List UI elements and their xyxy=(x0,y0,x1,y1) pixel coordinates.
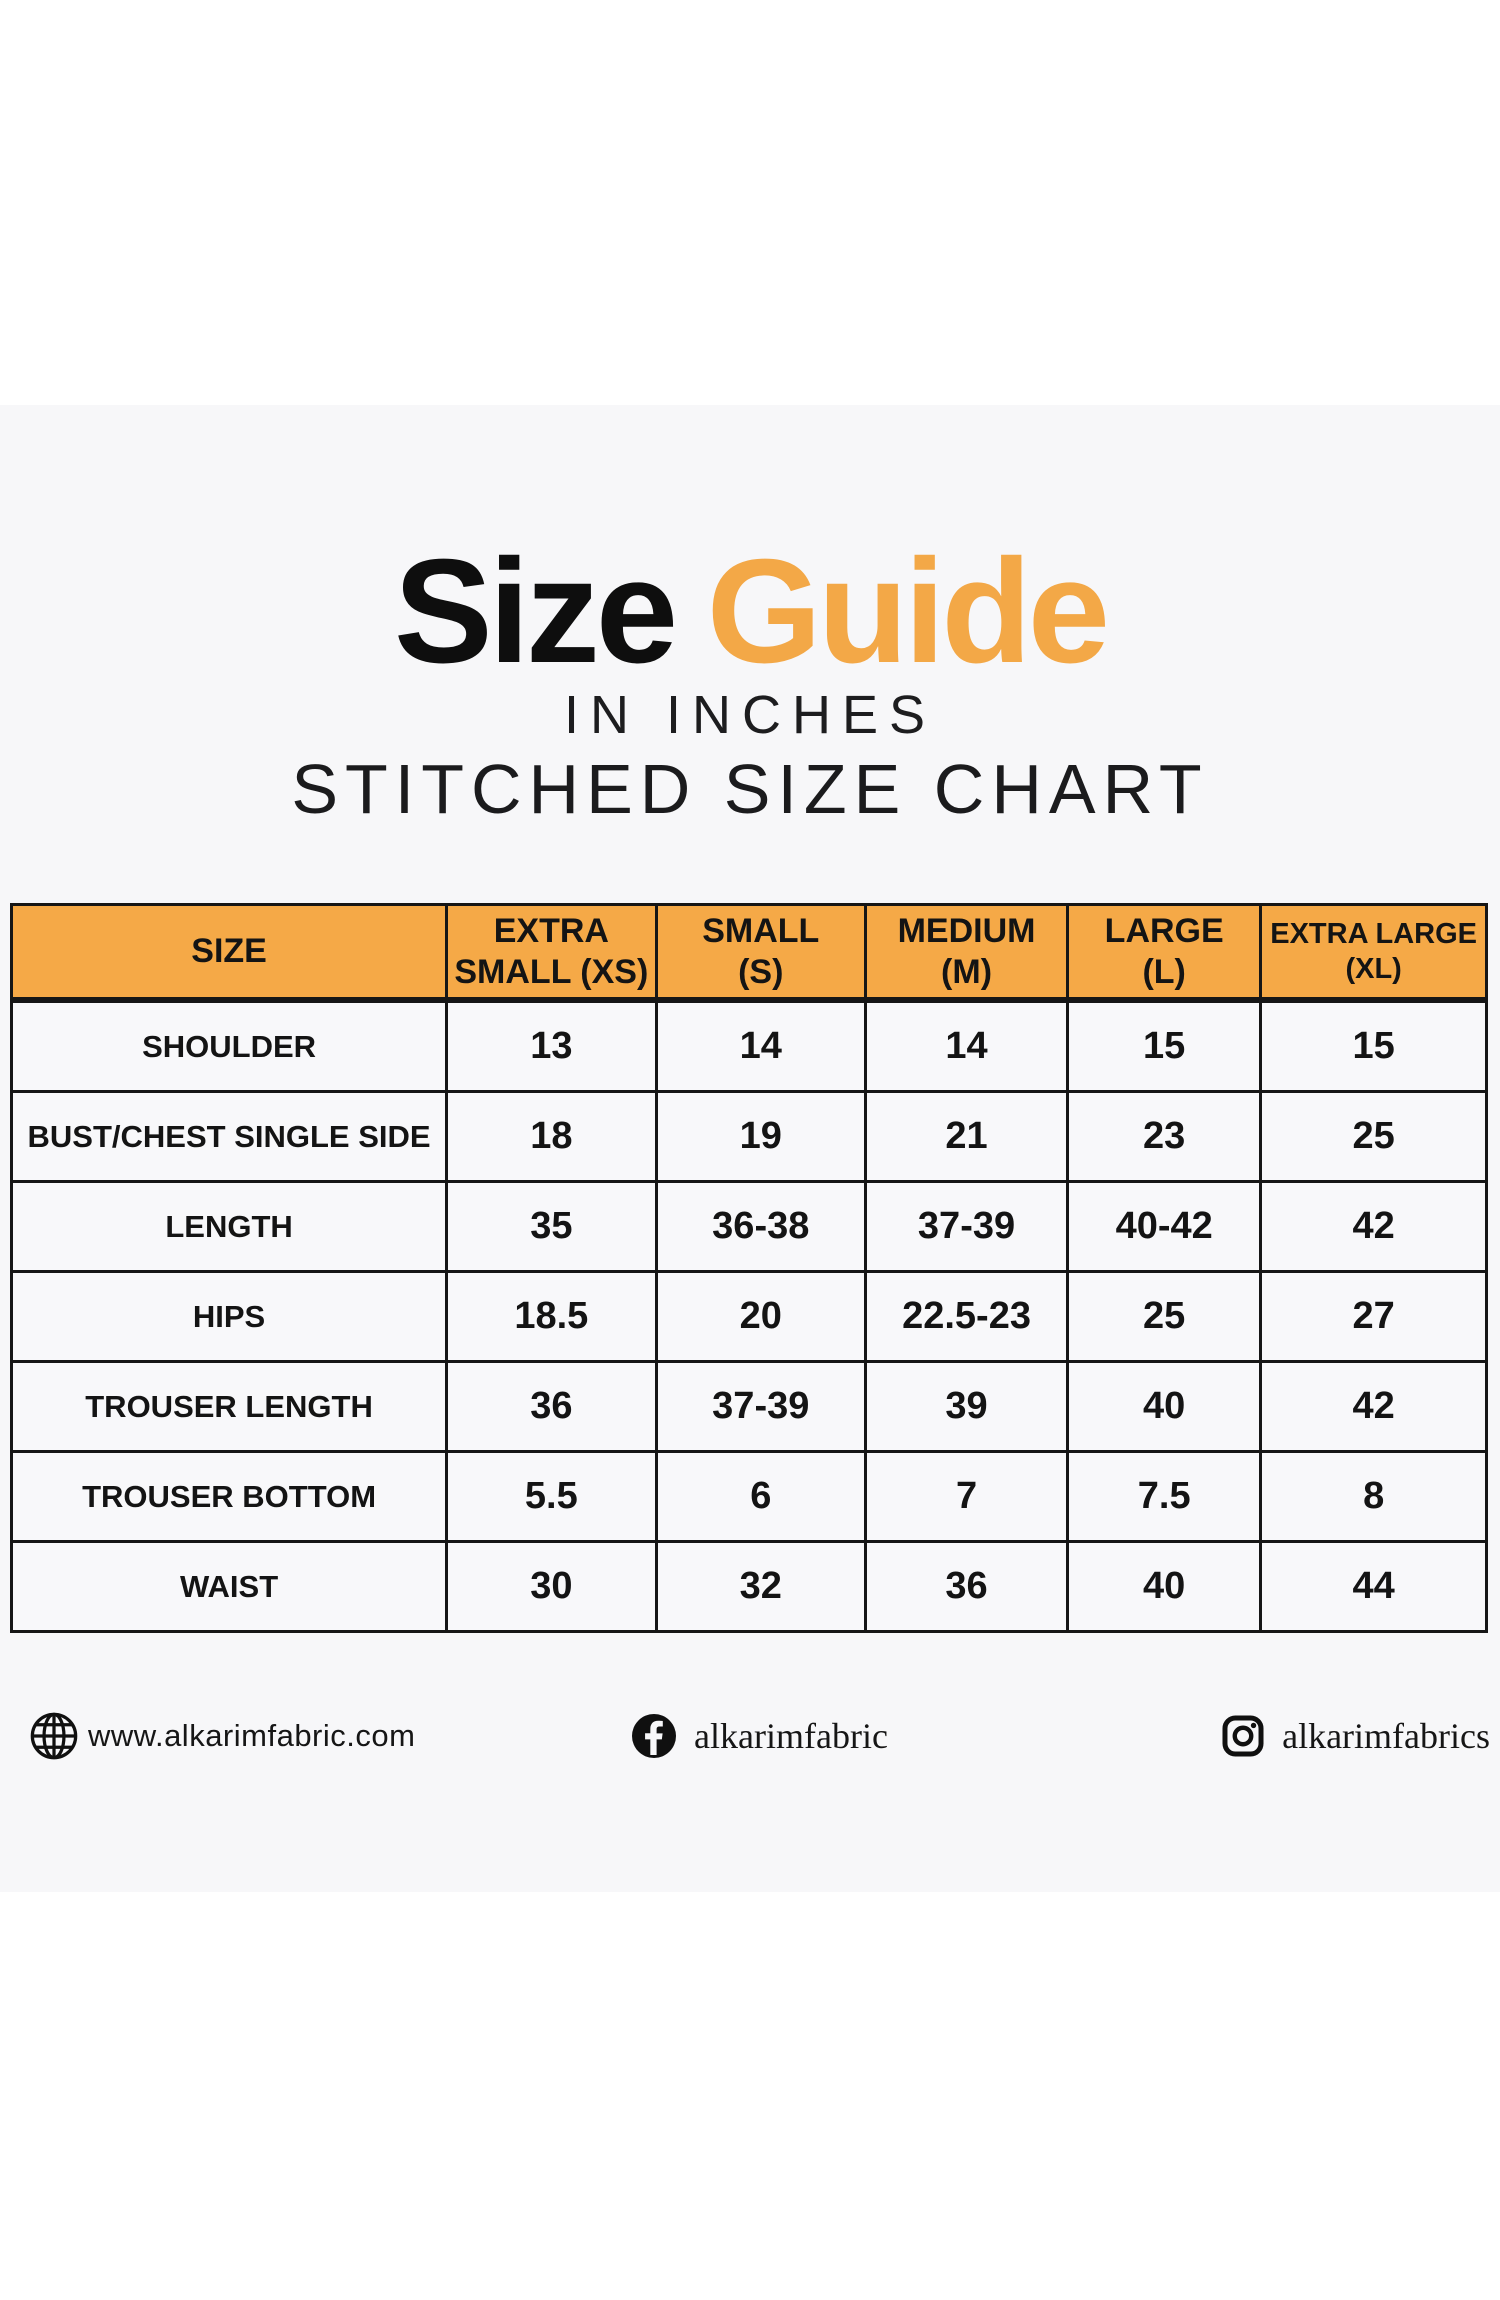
row-label-cell: LENGTH xyxy=(9,1180,449,1273)
value-cell: 6 xyxy=(654,1450,868,1543)
website-link[interactable]: www.alkarimfabric.com xyxy=(28,1710,415,1762)
table-row-bust-chest: BUST/CHEST SINGLE SIDE 18 19 21 23 25 xyxy=(9,1090,1488,1183)
value-cell: 37-39 xyxy=(654,1360,868,1453)
header-row: SIZE EXTRA SMALL (XS) SMALL (S) MEDIUM (… xyxy=(9,903,1488,1003)
instagram-icon xyxy=(1222,1715,1264,1757)
row-label-cell: TROUSER LENGTH xyxy=(9,1360,449,1453)
value-cell: 23 xyxy=(1066,1090,1263,1183)
header-cell-s: SMALL (S) xyxy=(654,903,868,1003)
value-cell: 40-42 xyxy=(1066,1180,1263,1273)
size-chart-table: SIZE EXTRA SMALL (XS) SMALL (S) MEDIUM (… xyxy=(9,903,1488,1633)
value-cell: 36 xyxy=(863,1540,1070,1633)
value-cell: 27 xyxy=(1259,1270,1488,1363)
table-row-length: LENGTH 35 36-38 37-39 40-42 42 xyxy=(9,1180,1488,1273)
value-cell: 21 xyxy=(863,1090,1070,1183)
header-cell-xs: EXTRA SMALL (XS) xyxy=(445,903,658,1003)
row-label-cell: SHOULDER xyxy=(9,998,449,1093)
value-cell: 15 xyxy=(1259,998,1488,1093)
table-header: SIZE EXTRA SMALL (XS) SMALL (S) MEDIUM (… xyxy=(9,903,1488,1003)
value-cell: 40 xyxy=(1066,1360,1263,1453)
value-cell: 18 xyxy=(445,1090,658,1183)
value-cell: 40 xyxy=(1066,1540,1263,1633)
instagram-handle: alkarimfabrics xyxy=(1282,1716,1490,1756)
value-cell: 20 xyxy=(654,1270,868,1363)
title-block: Size Guide IN INCHES STITCHED SIZE CHART xyxy=(0,538,1500,828)
table-row-trouser-length: TROUSER LENGTH 36 37-39 39 40 42 xyxy=(9,1360,1488,1453)
value-cell: 7 xyxy=(863,1450,1070,1543)
row-label-cell: HIPS xyxy=(9,1270,449,1363)
subtitle-chart: STITCHED SIZE CHART xyxy=(291,750,1209,828)
website-text: www.alkarimfabric.com xyxy=(88,1718,416,1753)
facebook-icon xyxy=(632,1714,677,1758)
value-cell: 13 xyxy=(445,998,658,1093)
value-cell: 30 xyxy=(445,1540,658,1633)
value-cell: 8 xyxy=(1259,1450,1488,1543)
value-cell: 15 xyxy=(1066,998,1263,1093)
footer: www.alkarimfabric.com alkarimfabric alka… xyxy=(0,1702,1500,1770)
header-cell-l: LARGE (L) xyxy=(1066,903,1263,1003)
row-label-cell: BUST/CHEST SINGLE SIDE xyxy=(9,1090,449,1183)
page-title: Size Guide xyxy=(0,538,1500,686)
value-cell: 39 xyxy=(863,1360,1070,1453)
value-cell: 36-38 xyxy=(654,1180,868,1273)
value-cell: 22.5-23 xyxy=(863,1270,1070,1363)
value-cell: 42 xyxy=(1259,1360,1488,1453)
value-cell: 18.5 xyxy=(445,1270,658,1363)
value-cell: 14 xyxy=(654,998,868,1093)
title-word-guide: Guide xyxy=(706,529,1110,694)
title-word-size: Size xyxy=(393,529,678,694)
table-row-waist: WAIST 30 32 36 40 44 xyxy=(9,1540,1488,1633)
value-cell: 44 xyxy=(1259,1540,1488,1633)
value-cell: 5.5 xyxy=(445,1450,658,1543)
globe-icon xyxy=(30,1712,78,1760)
value-cell: 19 xyxy=(654,1090,868,1183)
value-cell: 25 xyxy=(1066,1270,1263,1363)
table-body: SHOULDER 13 14 14 15 15 BUST/CHEST SINGL… xyxy=(9,998,1488,1633)
instagram-link[interactable]: alkarimfabrics xyxy=(1220,1713,1490,1759)
value-cell: 36 xyxy=(445,1360,658,1453)
header-cell-xl: EXTRA LARGE (XL) xyxy=(1259,903,1488,1003)
value-cell: 25 xyxy=(1259,1090,1488,1183)
row-label-cell: TROUSER BOTTOM xyxy=(9,1450,449,1543)
value-cell: 32 xyxy=(654,1540,868,1633)
row-label-cell: WAIST xyxy=(9,1540,449,1633)
facebook-link[interactable]: alkarimfabric xyxy=(630,1712,888,1760)
value-cell: 42 xyxy=(1259,1180,1488,1273)
table-row-trouser-bottom: TROUSER BOTTOM 5.5 6 7 7.5 8 xyxy=(9,1450,1488,1543)
value-cell: 37-39 xyxy=(863,1180,1070,1273)
header-cell-size: SIZE xyxy=(9,903,449,1003)
table-row-hips: HIPS 18.5 20 22.5-23 25 27 xyxy=(9,1270,1488,1363)
value-cell: 7.5 xyxy=(1066,1450,1263,1543)
table-row-shoulder: SHOULDER 13 14 14 15 15 xyxy=(9,998,1488,1093)
facebook-handle: alkarimfabric xyxy=(694,1716,888,1756)
value-cell: 14 xyxy=(863,998,1070,1093)
header-cell-m: MEDIUM (M) xyxy=(863,903,1070,1003)
value-cell: 35 xyxy=(445,1180,658,1273)
subtitle-units: IN INCHES xyxy=(563,685,937,745)
